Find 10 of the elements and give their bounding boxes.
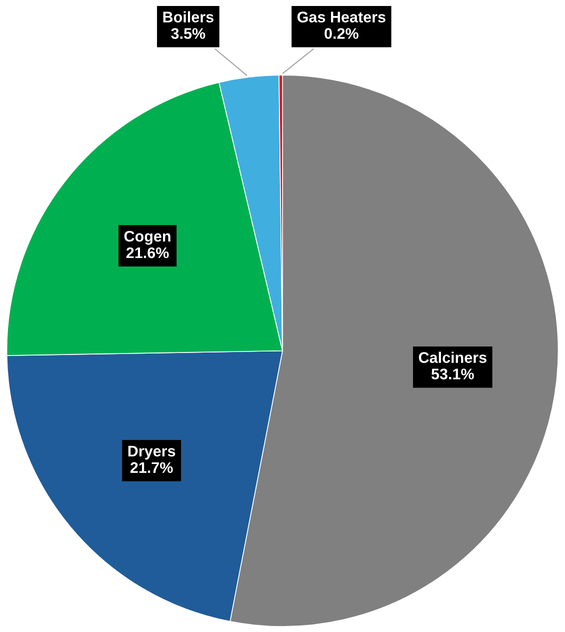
slice-label: Gas Heaters bbox=[297, 12, 386, 22]
data-label: 3.5% bbox=[171, 28, 206, 39]
slice-label: Calciners bbox=[418, 352, 486, 363]
data-label: 21.7% bbox=[130, 462, 173, 473]
data-label: 0.2% bbox=[324, 28, 358, 39]
data-label: 21.6% bbox=[126, 247, 169, 258]
slice-label: Cogen bbox=[124, 230, 170, 245]
slice-label: Dryers bbox=[128, 446, 176, 460]
data-label: 53.1% bbox=[431, 368, 474, 380]
slice-label: Boilers bbox=[163, 11, 214, 22]
